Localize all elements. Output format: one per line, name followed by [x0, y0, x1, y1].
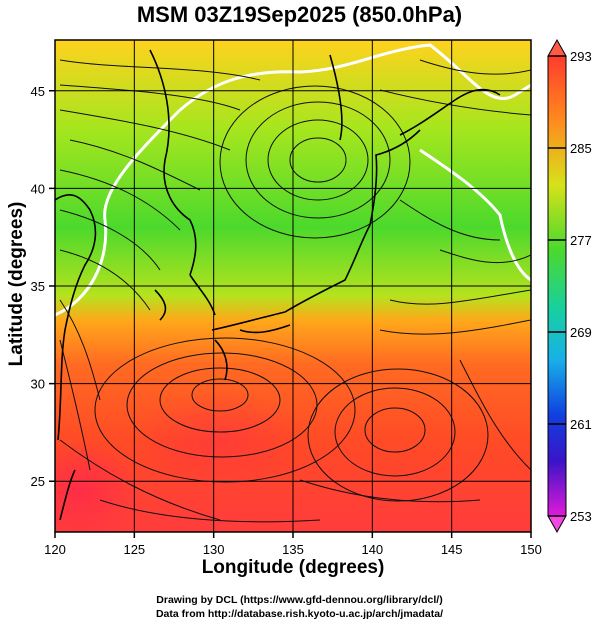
credit-drawing: Drawing by DCL (https://www.gfd-dennou.o… [156, 594, 443, 606]
grid-lines [55, 40, 531, 532]
y-axis-label: Latitude (degrees) [6, 201, 27, 367]
y-tick-label: 35 [31, 279, 45, 294]
colorbar-label: 277 [570, 233, 592, 248]
colorbar-label: 261 [570, 417, 592, 432]
colorbar-label: 293 [570, 49, 592, 64]
colorbar-top-triangle [547, 38, 567, 57]
x-axis-label: Longitude (degrees) [201, 557, 385, 578]
y-tick-label: 40 [31, 181, 45, 196]
x-tick-label: 125 [123, 542, 145, 557]
colorbar-bottom-triangle [547, 515, 567, 534]
coastlines [55, 49, 501, 521]
x-axis-ticks: 120 125 130 135 140 145 150 [44, 532, 542, 557]
warm-region [55, 440, 140, 532]
x-tick-label: 145 [441, 542, 463, 557]
colorbar-body [547, 55, 567, 517]
x-tick-label: 140 [361, 542, 383, 557]
y-tick-label: 25 [31, 474, 45, 489]
credit-data: Data from http://database.rish.kyoto-u.a… [155, 608, 444, 620]
colorbar-label: 285 [570, 141, 592, 156]
contour-line [419, 148, 531, 282]
x-tick-label: 120 [44, 542, 66, 557]
y-axis-ticks: 25 30 35 40 45 [31, 84, 55, 489]
chart-title: MSM 03Z19Sep2025 (850.0hPa) [136, 2, 463, 27]
colorbar-label: 253 [570, 509, 592, 524]
warm-region [130, 390, 310, 490]
y-tick-label: 30 [31, 377, 45, 392]
x-tick-label: 130 [203, 542, 225, 557]
contour-line [55, 43, 531, 317]
x-tick-label: 150 [520, 542, 542, 557]
colorbar-label: 269 [570, 325, 592, 340]
y-tick-label: 45 [31, 84, 45, 99]
colorbar: 293 285 277 269 261 253 [547, 38, 592, 534]
streamlines [59, 59, 531, 523]
x-tick-label: 135 [282, 542, 304, 557]
